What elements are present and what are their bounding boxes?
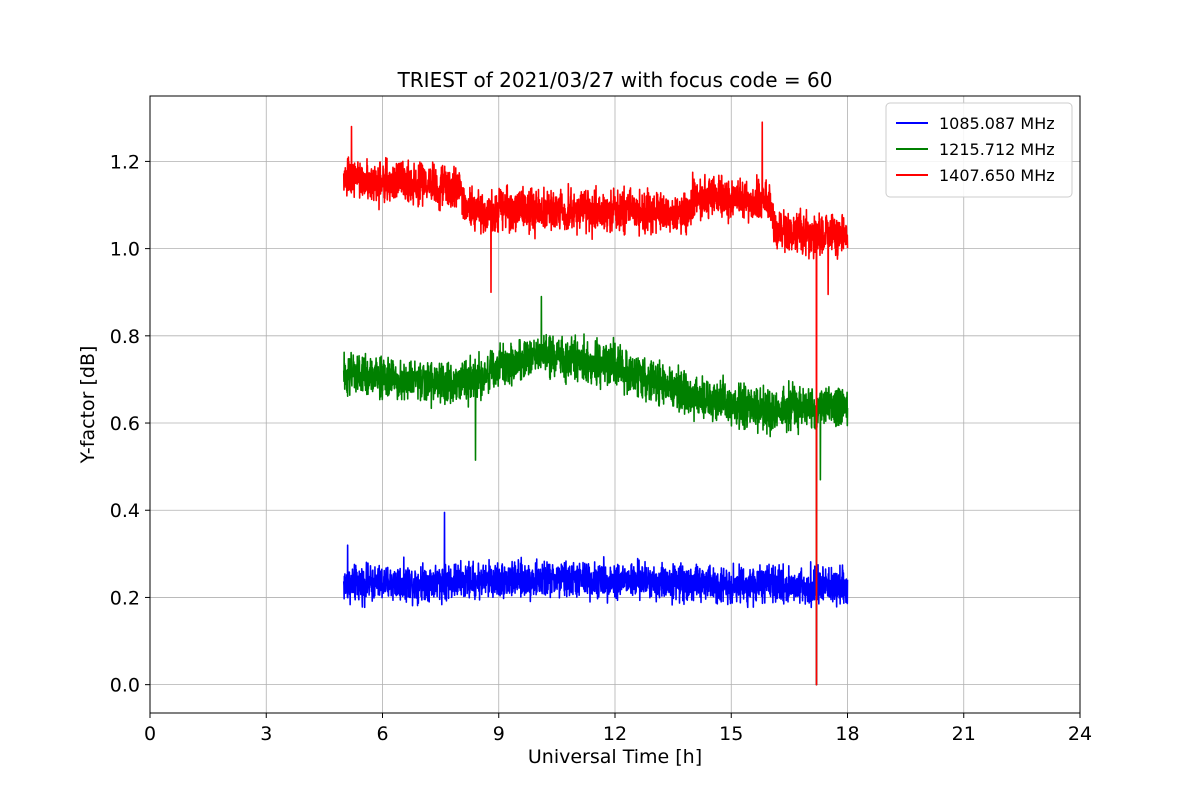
x-tick-label: 0 xyxy=(144,723,156,745)
ticks: 0 3 6 9 12 15 18 21 24 0.0 0.2 0.4 0.6 0.8 1.0 1.2 xyxy=(110,151,1092,745)
y-tick-label: 0.4 xyxy=(110,500,140,522)
y-tick-label: 1.0 xyxy=(110,239,140,261)
y-tick-label: 0.8 xyxy=(110,326,140,348)
legend-entry: 1085.087 MHz xyxy=(939,114,1055,133)
legend-entry: 1215.712 MHz xyxy=(939,140,1055,159)
series-line xyxy=(342,511,849,686)
x-tick-label: 3 xyxy=(260,723,272,745)
x-tick-label: 9 xyxy=(493,723,505,745)
legend-box xyxy=(885,102,1073,198)
y-axis-label: Y-factor [dB] xyxy=(77,346,99,465)
y-tick-label: 0.0 xyxy=(110,675,140,697)
y-tick-label: 0.2 xyxy=(110,587,140,609)
y-tick-label: 0.6 xyxy=(110,413,140,435)
x-tick-label: 15 xyxy=(719,723,743,745)
legend: 1085.087 MHz 1215.712 MHz 1407.650 MHz xyxy=(885,102,1073,198)
x-tick-label: 24 xyxy=(1068,723,1092,745)
chart-title: TRIEST of 2021/03/27 with focus code = 6… xyxy=(397,68,833,92)
series-layer xyxy=(342,121,849,686)
x-tick-label: 21 xyxy=(952,723,976,745)
x-tick-label: 18 xyxy=(835,723,859,745)
x-axis-label: Universal Time [h] xyxy=(528,746,702,768)
y-tick-label: 1.2 xyxy=(110,151,140,173)
series-line xyxy=(342,295,849,686)
legend-entry: 1407.650 MHz xyxy=(939,166,1055,185)
series-line xyxy=(342,121,849,686)
x-tick-label: 6 xyxy=(376,723,388,745)
x-tick-label: 12 xyxy=(603,723,627,745)
